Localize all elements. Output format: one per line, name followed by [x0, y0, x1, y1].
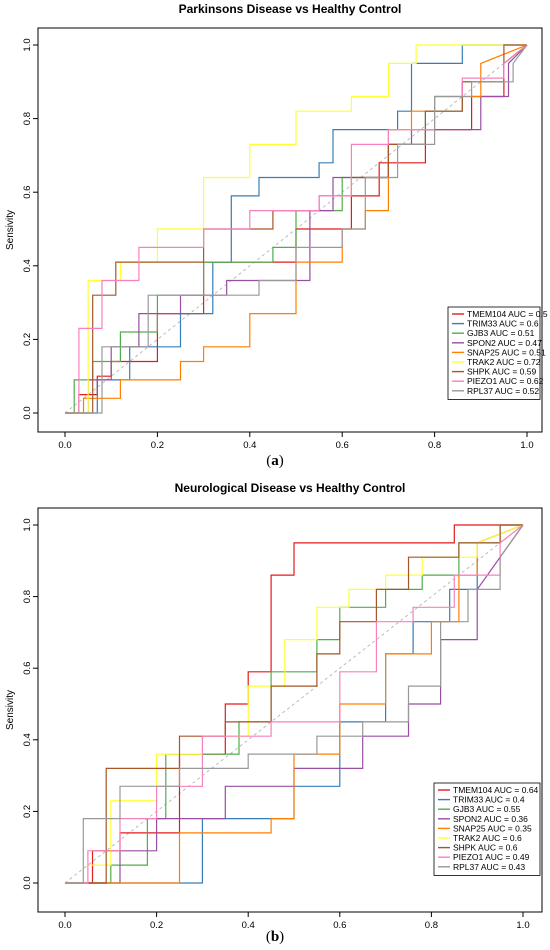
- y-tick-label-a-0: 0.0: [22, 406, 33, 419]
- y-axis-label-b: Sensivity: [5, 690, 16, 730]
- legend-entry-b-0: TMEM104 AUC = 0.64: [453, 785, 539, 795]
- chart-a: Parkinsons Disease vs Healthy Control 0.0…: [5, 2, 548, 450]
- y-axis-label-a: Sensivity: [5, 210, 16, 250]
- legend-entry-b-2: GJB3 AUC = 0.55: [453, 804, 521, 814]
- panel-label-b-open: (: [265, 929, 271, 945]
- y-tick-label-b-2: 0.4: [22, 733, 33, 746]
- series-line-b-5: [65, 524, 524, 884]
- x-tick-label-a-1: 0.2: [151, 440, 164, 450]
- y-tick-label-a-4: 0.8: [22, 112, 33, 125]
- legend-entry-b-1: TRIM33 AUC = 0.4: [453, 795, 525, 805]
- legend-entry-a-5: TRAK2 AUC = 0.72: [467, 357, 541, 367]
- series-line-a-8: [65, 44, 528, 414]
- legend-entry-b-5: TRAK2 AUC = 0.6: [453, 833, 522, 843]
- x-tick-label-b-2: 0.4: [242, 920, 255, 928]
- panel-label-b-close: ): [279, 929, 285, 945]
- x-tick-label-b-3: 0.6: [333, 920, 346, 928]
- x-tick-label-b-4: 0.8: [425, 920, 438, 928]
- x-tick-label-a-4: 0.8: [428, 440, 441, 450]
- legend-box-a: [447, 306, 541, 400]
- series-line-b-3: [65, 524, 524, 884]
- series-line-a-5: [65, 44, 527, 414]
- y-tick-label-a-3: 0.6: [22, 186, 33, 199]
- panel-label-a: (a): [0, 453, 550, 470]
- panel-label-b-letter: b: [270, 929, 280, 945]
- y-tick-label-a-5: 1.0: [22, 38, 33, 51]
- y-tick-label-b-3: 0.6: [22, 662, 33, 675]
- y-tick-label-b-5: 1.0: [22, 518, 33, 531]
- series-line-b-6: [65, 524, 523, 884]
- panel-label-a-open: (: [266, 453, 272, 469]
- panel-label-a-letter: a: [271, 453, 279, 469]
- series-line-b-8: [65, 524, 524, 884]
- y-tick-label-b-1: 0.2: [22, 805, 33, 818]
- x-tick-label-b-1: 0.2: [150, 920, 163, 928]
- x-tick-label-a-3: 0.6: [336, 440, 349, 450]
- x-tick-label-b-0: 0.0: [58, 920, 71, 928]
- y-tick-label-a-1: 0.2: [22, 333, 33, 346]
- chart-b: Neurological Disease vs Healthy Control 0…: [5, 481, 543, 928]
- series-line-a-7: [65, 44, 528, 414]
- y-tick-label-b-0: 0.0: [22, 876, 33, 889]
- chart-title-b: Neurological Disease vs Healthy Control: [175, 481, 406, 495]
- diagonal-reference-b: [64, 524, 524, 884]
- legend-entry-a-6: SHPK AUC = 0.59: [467, 367, 536, 377]
- legend-entry-b-3: SPON2 AUC = 0.36: [453, 814, 528, 824]
- x-tick-label-a-2: 0.4: [243, 440, 256, 450]
- legend-entry-a-3: SPON2 AUC = 0.47: [467, 338, 542, 348]
- legend-entry-b-6: SHPK AUC = 0.6: [453, 843, 518, 853]
- x-tick-label-a-5: 1.0: [520, 440, 533, 450]
- y-tick-label-a-2: 0.4: [22, 259, 33, 272]
- legend-entry-a-2: GJB3 AUC = 0.51: [467, 328, 535, 338]
- x-tick-label-a-0: 0.0: [58, 440, 71, 450]
- series-line-b-7: [65, 524, 524, 884]
- y-tick-label-b-4: 0.8: [22, 590, 33, 603]
- panel-label-b: (b): [0, 929, 550, 946]
- legend-entry-a-7: PIEZO1 AUC = 0.62: [467, 376, 544, 386]
- panel-label-a-close: ): [278, 453, 284, 469]
- legend-entry-b-7: PIEZO1 AUC = 0.49: [453, 852, 530, 862]
- legend-box-b: [433, 782, 541, 876]
- legend-entry-b-4: SNAP25 AUC = 0.35: [453, 823, 532, 833]
- chart-title-a: Parkinsons Disease vs Healthy Control: [179, 2, 402, 16]
- legend-entry-a-8: RPL37 AUC = 0.52: [467, 386, 539, 396]
- x-tick-label-b-5: 1.0: [516, 920, 529, 928]
- legend-entry-a-1: TRIM33 AUC = 0.6: [467, 319, 539, 329]
- legend-entry-a-0: TMEM104 AUC = 0.5: [467, 309, 548, 319]
- legend-entry-b-8: RPL37 AUC = 0.43: [453, 862, 525, 872]
- legend-entry-a-4: SNAP25 AUC = 0.51: [467, 347, 546, 357]
